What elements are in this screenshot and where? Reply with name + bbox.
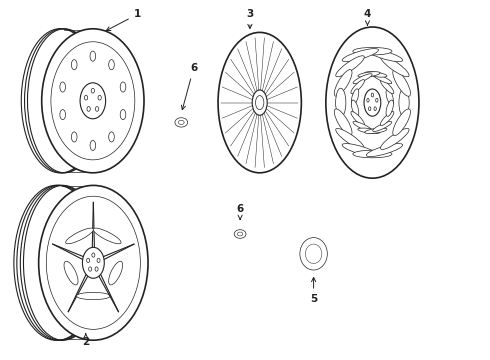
Ellipse shape [367, 98, 369, 102]
Ellipse shape [80, 83, 106, 119]
Ellipse shape [353, 74, 372, 84]
Text: 3: 3 [246, 9, 253, 28]
Ellipse shape [367, 49, 403, 62]
Ellipse shape [42, 29, 144, 173]
Ellipse shape [358, 128, 380, 134]
Ellipse shape [95, 267, 98, 271]
Ellipse shape [365, 128, 387, 134]
Ellipse shape [76, 292, 110, 300]
Ellipse shape [109, 261, 122, 285]
Ellipse shape [326, 27, 419, 178]
Ellipse shape [380, 80, 394, 94]
Ellipse shape [97, 258, 100, 262]
Ellipse shape [376, 98, 378, 102]
Circle shape [238, 232, 243, 236]
Ellipse shape [381, 129, 409, 149]
Ellipse shape [87, 258, 90, 262]
Ellipse shape [351, 80, 365, 94]
Ellipse shape [342, 144, 378, 157]
Ellipse shape [353, 122, 372, 131]
Ellipse shape [89, 267, 92, 271]
Ellipse shape [342, 49, 378, 62]
Ellipse shape [109, 60, 114, 70]
Ellipse shape [256, 96, 264, 110]
Ellipse shape [96, 107, 98, 111]
Ellipse shape [39, 185, 148, 340]
Ellipse shape [120, 109, 126, 120]
Ellipse shape [336, 129, 364, 149]
Ellipse shape [60, 82, 66, 92]
Ellipse shape [336, 88, 346, 117]
Ellipse shape [373, 74, 392, 84]
Ellipse shape [381, 56, 409, 77]
Ellipse shape [90, 51, 96, 61]
Ellipse shape [120, 82, 126, 92]
Ellipse shape [334, 109, 352, 136]
Ellipse shape [393, 69, 411, 96]
Ellipse shape [218, 32, 301, 173]
Text: 6: 6 [181, 63, 197, 110]
Ellipse shape [374, 107, 376, 111]
Ellipse shape [87, 107, 90, 111]
Ellipse shape [64, 261, 78, 285]
Ellipse shape [82, 247, 104, 278]
Ellipse shape [66, 228, 94, 244]
Text: 4: 4 [364, 9, 371, 25]
Ellipse shape [386, 100, 393, 116]
Circle shape [178, 120, 184, 125]
Ellipse shape [72, 60, 77, 70]
Text: 2: 2 [82, 334, 89, 347]
Circle shape [175, 118, 188, 127]
Text: 5: 5 [310, 278, 317, 304]
Text: 1: 1 [106, 9, 141, 31]
Ellipse shape [98, 95, 101, 100]
Ellipse shape [358, 72, 380, 77]
Ellipse shape [72, 132, 77, 142]
Circle shape [234, 230, 246, 238]
Ellipse shape [371, 93, 373, 97]
Ellipse shape [367, 144, 403, 157]
Ellipse shape [84, 95, 88, 100]
Ellipse shape [92, 253, 95, 257]
Ellipse shape [109, 132, 114, 142]
Ellipse shape [351, 100, 359, 116]
Ellipse shape [353, 150, 392, 158]
Ellipse shape [373, 122, 392, 131]
Text: 6: 6 [237, 204, 244, 220]
Ellipse shape [351, 112, 365, 126]
Ellipse shape [336, 56, 364, 77]
Ellipse shape [351, 89, 359, 105]
Ellipse shape [399, 88, 409, 117]
Ellipse shape [93, 228, 121, 244]
Ellipse shape [368, 107, 371, 111]
Ellipse shape [91, 89, 95, 93]
Ellipse shape [90, 140, 96, 150]
Ellipse shape [334, 69, 352, 96]
Ellipse shape [60, 109, 66, 120]
Ellipse shape [353, 48, 392, 55]
Ellipse shape [393, 109, 411, 136]
Ellipse shape [386, 89, 393, 105]
Ellipse shape [365, 72, 387, 77]
Ellipse shape [252, 90, 267, 115]
Ellipse shape [380, 112, 394, 126]
Ellipse shape [300, 238, 327, 270]
Ellipse shape [364, 89, 381, 116]
